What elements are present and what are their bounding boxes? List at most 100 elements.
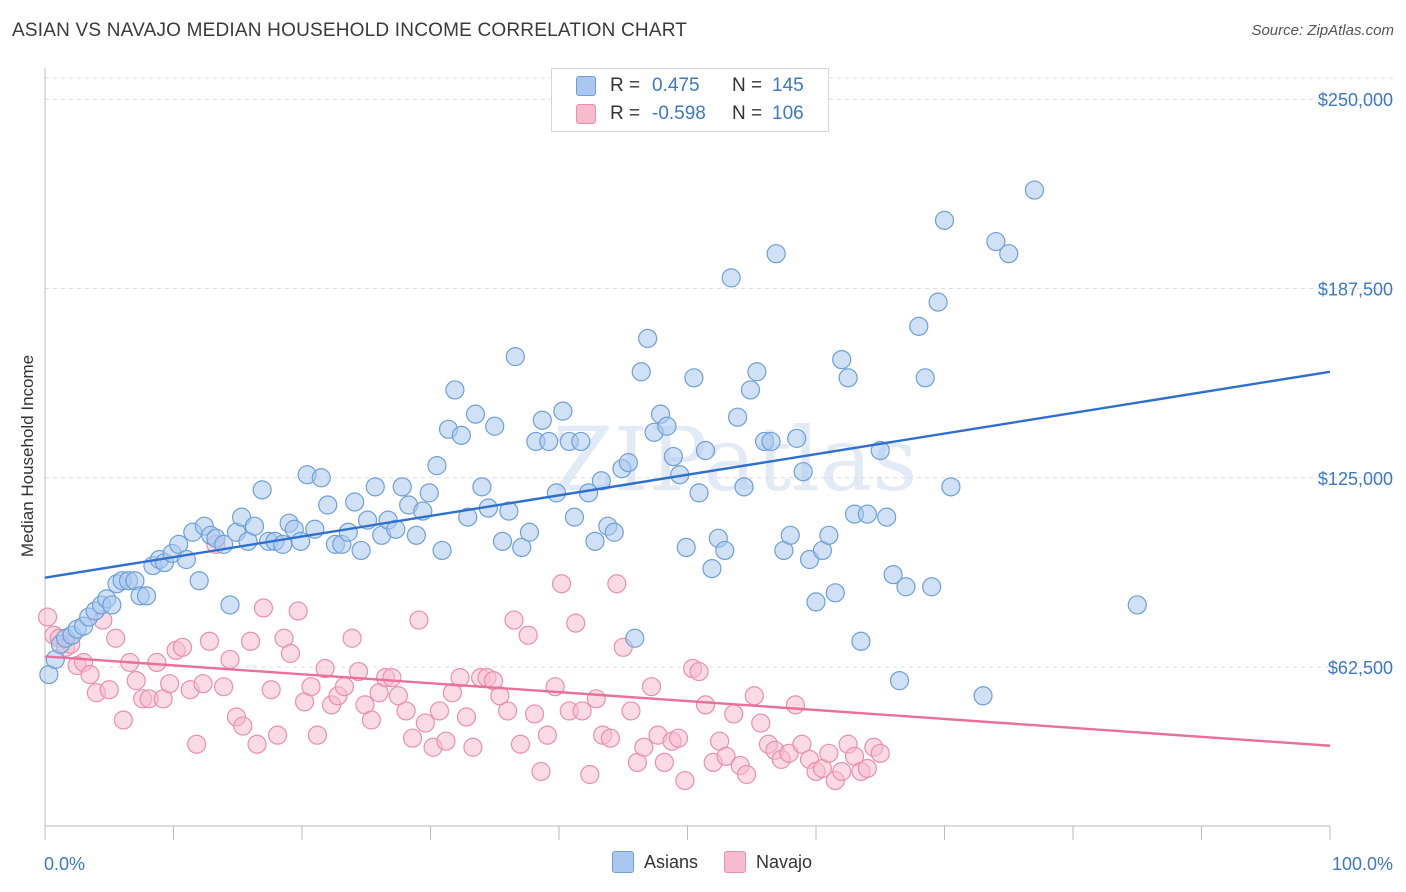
data-point (402, 728, 423, 748)
data-point (689, 483, 709, 503)
data-point (896, 577, 916, 597)
asian-points (39, 180, 1147, 706)
data-point (490, 686, 510, 706)
asian-swatch (612, 851, 634, 873)
x-tick-label-end: 100.0% (1332, 854, 1393, 874)
data-point (1024, 180, 1045, 200)
data-point (591, 471, 612, 491)
data-point (169, 534, 189, 554)
data-point (37, 607, 58, 627)
data-point (456, 707, 477, 727)
data-point (512, 537, 532, 558)
source-label: Source: ZipAtlas.com (1251, 22, 1394, 39)
legend-n-label: N = (732, 103, 763, 124)
data-point (819, 525, 839, 545)
data-point (106, 628, 126, 648)
data-point (532, 410, 552, 430)
trend-line (44, 370, 1331, 579)
data-point (537, 725, 558, 745)
data-point (618, 453, 638, 473)
data-point (928, 292, 948, 312)
data-point (113, 710, 133, 730)
data-point (702, 559, 722, 579)
x-tick-label-start: 0.0% (44, 854, 85, 874)
trendlines (44, 370, 1331, 747)
data-point (220, 649, 240, 670)
data-point (465, 404, 486, 424)
data-point (857, 758, 878, 779)
data-point (973, 686, 993, 706)
legend-item-asians[interactable]: Asians (612, 851, 698, 873)
legend-n-value: 145 (772, 75, 804, 96)
data-point (572, 701, 592, 721)
data-point (889, 671, 910, 691)
data-point (551, 574, 572, 594)
data-point (695, 695, 716, 715)
data-point (915, 368, 935, 388)
data-point (102, 595, 122, 615)
legend: R = 0.475 N = 145 R = -0.598 N = 106 (551, 68, 829, 132)
data-point (172, 637, 193, 657)
data-point (261, 680, 281, 700)
data-point (909, 316, 929, 336)
data-point (450, 668, 470, 688)
data-point (99, 680, 119, 700)
y-axis-label: Median Household Income (18, 355, 37, 557)
data-point (253, 598, 274, 618)
data-point (806, 592, 826, 612)
data-point (631, 362, 651, 382)
data-point (136, 586, 157, 606)
data-point (564, 507, 585, 527)
legend-label-asians: Asians (644, 851, 699, 872)
data-point (787, 428, 807, 448)
data-point (415, 713, 435, 733)
legend-item-navajo[interactable]: Navajo (724, 851, 812, 873)
chart-title: ASIAN VS NAVAJO MEDIAN HOUSEHOLD INCOME … (12, 20, 688, 41)
data-point (857, 504, 878, 524)
data-point (668, 728, 689, 748)
legend-row-navajo: R = -0.598 N = 106 (576, 101, 804, 127)
data-point (793, 462, 813, 482)
data-point (737, 764, 757, 785)
data-point (654, 752, 674, 773)
data-point (621, 701, 641, 721)
data-point (641, 677, 662, 697)
data-point (199, 631, 220, 651)
axes (44, 68, 1331, 840)
data-point (126, 671, 146, 691)
data-point (604, 522, 624, 542)
legend-r-label: R = (610, 75, 641, 96)
data-point (189, 571, 209, 591)
data-point (388, 686, 408, 706)
data-point (877, 507, 897, 527)
data-point (715, 540, 735, 561)
data-point (663, 446, 683, 467)
data-point (382, 668, 402, 688)
data-point (505, 347, 525, 367)
data-point (220, 595, 240, 615)
data-point (244, 516, 265, 536)
data-point (734, 477, 754, 497)
trend-line (44, 655, 1331, 747)
data-point (600, 728, 621, 748)
data-point (638, 328, 658, 349)
data-point (241, 631, 261, 651)
y-tick-label: $125,000 (1318, 469, 1393, 489)
data-point (492, 531, 513, 551)
data-point (607, 574, 627, 594)
y-tick-label: $187,500 (1318, 279, 1393, 299)
data-point (792, 734, 812, 754)
data-point (427, 456, 447, 476)
data-point (832, 350, 852, 370)
legend-r-label: R = (610, 103, 641, 124)
data-point (436, 731, 456, 751)
legend-n-label: N = (732, 75, 763, 96)
data-point (451, 425, 471, 445)
data-point (785, 695, 806, 715)
data-point (338, 522, 358, 542)
y-tick-labels: $62,500 $125,000 $187,500 $250,000 (1318, 90, 1393, 678)
data-point (531, 761, 551, 782)
data-point (566, 613, 586, 633)
data-point (634, 737, 654, 757)
data-point (311, 468, 331, 488)
